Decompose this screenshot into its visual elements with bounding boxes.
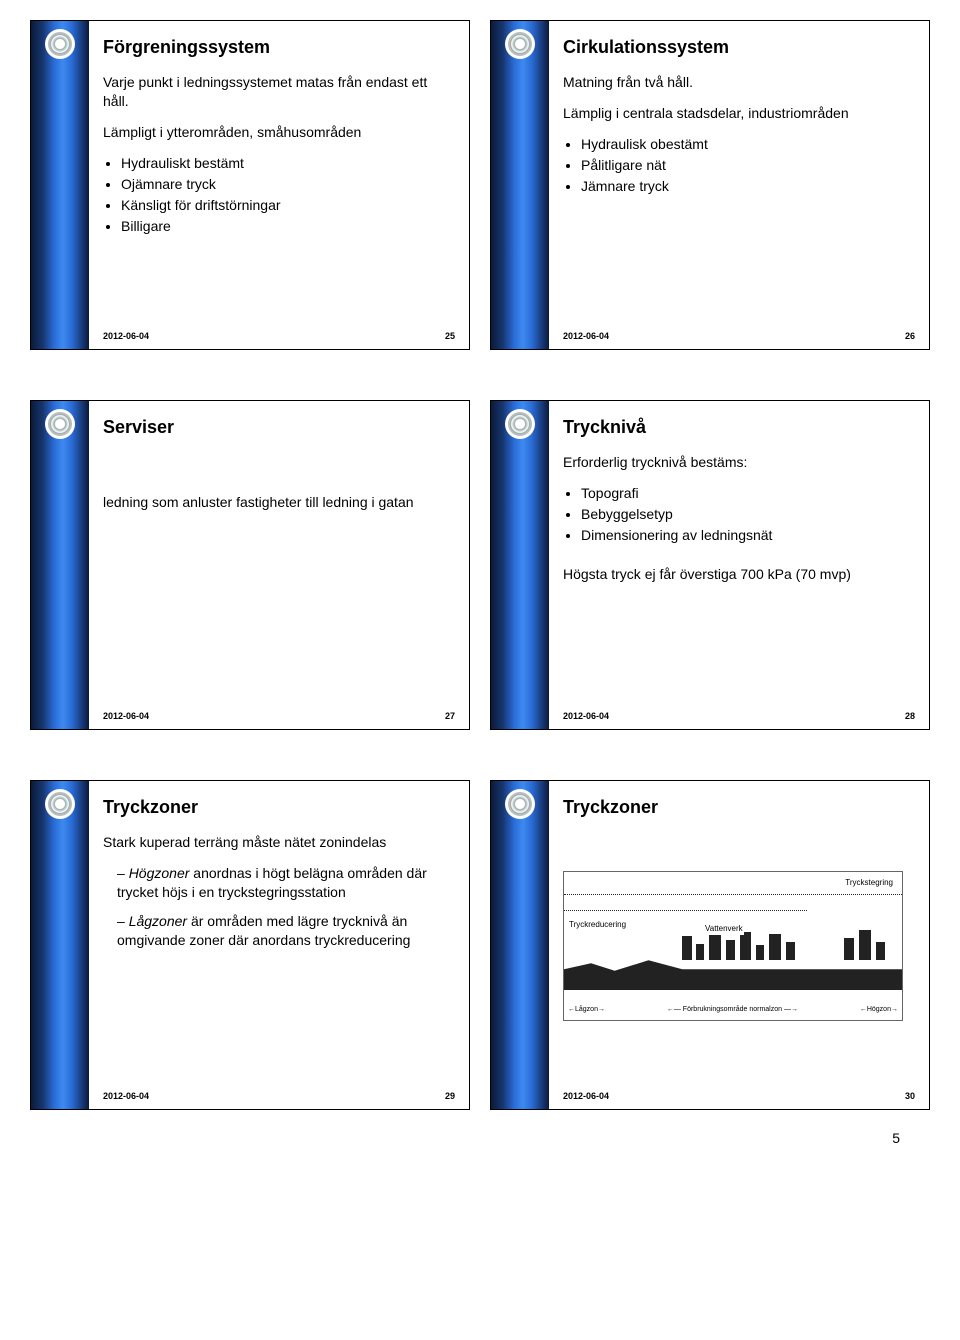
footer-date: 2012-06-04 <box>103 711 149 721</box>
bullet-list: Topografi Bebyggelsetyp Dimensionering a… <box>581 484 915 545</box>
em-text: Lågzoner <box>129 913 187 929</box>
footer-date: 2012-06-04 <box>103 331 149 341</box>
university-logo <box>505 409 535 439</box>
slide-sidebar <box>31 21 89 349</box>
slide-content: Trycknivå Erforderlig trycknivå bestäms:… <box>563 415 915 697</box>
footer-number: 28 <box>905 711 915 721</box>
slide-title: Cirkulationssystem <box>563 35 915 59</box>
footer-number: 26 <box>905 331 915 341</box>
label-tryckstegring: Tryckstegring <box>844 878 894 889</box>
footer-number: 27 <box>445 711 455 721</box>
slide-29: Tryckzoner Stark kuperad terräng måste n… <box>30 780 470 1110</box>
slide-footer: 2012-06-04 25 <box>103 331 455 341</box>
slide-title: Trycknivå <box>563 415 915 439</box>
slide-sidebar <box>491 401 549 729</box>
bullet-list: Hydraulisk obestämt Pålitligare nät Jämn… <box>581 135 915 196</box>
slide-30: Tryckzoner <box>490 780 930 1110</box>
footer-date: 2012-06-04 <box>103 1091 149 1101</box>
bullet-item: Hydraulisk obestämt <box>581 135 915 154</box>
bullet-item: Pålitligare nät <box>581 156 915 175</box>
bullet-item: Dimensionering av ledningsnät <box>581 526 915 545</box>
label-tryckreducering: Tryckreducering <box>568 920 627 931</box>
slide-26: Cirkulationssystem Matning från två håll… <box>490 20 930 350</box>
university-logo <box>45 789 75 819</box>
slide-footer: 2012-06-04 27 <box>103 711 455 721</box>
slide-sidebar <box>31 401 89 729</box>
em-text: Högzoner <box>129 865 190 881</box>
slide-content: Tryckzoner Stark kuperad terräng måste n… <box>103 795 455 1077</box>
body-text: Matning från två håll. <box>563 73 915 92</box>
slide-title: Tryckzoner <box>563 795 915 819</box>
slide-content: Tryckzoner <box>563 795 915 1077</box>
page-number: 5 <box>30 1130 930 1146</box>
footer-date: 2012-06-04 <box>563 1091 609 1101</box>
university-logo <box>505 789 535 819</box>
sub-item: Högzoner anordnas i högt belägna områden… <box>117 864 455 902</box>
terrain-shape <box>564 960 902 990</box>
arrow-label: ←— Förbrukningsområde normalzon —→ <box>667 1005 798 1014</box>
footer-number: 25 <box>445 331 455 341</box>
slide-title: Tryckzoner <box>103 795 455 819</box>
slide-27: Serviser ledning som anluster fastighete… <box>30 400 470 730</box>
slide-content: Cirkulationssystem Matning från två håll… <box>563 35 915 317</box>
bullet-item: Bebyggelsetyp <box>581 505 915 524</box>
slide-footer: 2012-06-04 26 <box>563 331 915 341</box>
body-text: Stark kuperad terräng måste nätet zonind… <box>103 833 455 852</box>
slide-grid: Förgreningssystem Varje punkt i lednings… <box>30 20 930 1110</box>
footer-number: 30 <box>905 1091 915 1101</box>
label-vattenverk: Vattenverk <box>704 924 744 935</box>
bullet-item: Topografi <box>581 484 915 503</box>
slide-footer: 2012-06-04 28 <box>563 711 915 721</box>
body-text: ledning som anluster fastigheter till le… <box>103 493 455 512</box>
body-text: Högsta tryck ej får överstiga 700 kPa (7… <box>563 565 915 584</box>
city-skyline <box>564 910 902 960</box>
slide-25: Förgreningssystem Varje punkt i lednings… <box>30 20 470 350</box>
slide-footer: 2012-06-04 30 <box>563 1091 915 1101</box>
slide-sidebar <box>31 781 89 1109</box>
slide-28: Trycknivå Erforderlig trycknivå bestäms:… <box>490 400 930 730</box>
slide-content: Serviser ledning som anluster fastighete… <box>103 415 455 697</box>
slide-sidebar <box>491 21 549 349</box>
slide-title: Förgreningssystem <box>103 35 455 59</box>
slide-title: Serviser <box>103 415 455 439</box>
level-line <box>564 910 807 911</box>
university-logo <box>505 29 535 59</box>
body-text: Varje punkt i ledningssystemet matas frå… <box>103 73 455 111</box>
arrow-label: ←Högzon→ <box>860 1005 898 1014</box>
body-text: Lämpligt i ytterområden, småhusområden <box>103 123 455 142</box>
slide-footer: 2012-06-04 29 <box>103 1091 455 1101</box>
arrow-label: ←Lågzon→ <box>568 1005 605 1014</box>
bullet-item: Ojämnare tryck <box>121 175 455 194</box>
sub-item: Lågzoner är områden med lägre trycknivå … <box>117 912 455 950</box>
bullet-item: Billigare <box>121 217 455 236</box>
footer-date: 2012-06-04 <box>563 331 609 341</box>
bullet-item: Jämnare tryck <box>581 177 915 196</box>
zone-arrows: ←Lågzon→ ←— Förbrukningsområde normalzon… <box>568 1005 898 1014</box>
footer-date: 2012-06-04 <box>563 711 609 721</box>
footer-number: 29 <box>445 1091 455 1101</box>
university-logo <box>45 29 75 59</box>
pressure-zone-diagram: Tryckstegring Tryckreducering Vattenverk… <box>563 871 903 1021</box>
sub-list: Högzoner anordnas i högt belägna områden… <box>117 864 455 950</box>
body-text: Erforderlig trycknivå bestäms: <box>563 453 915 472</box>
university-logo <box>45 409 75 439</box>
slide-sidebar <box>491 781 549 1109</box>
slide-content: Förgreningssystem Varje punkt i lednings… <box>103 35 455 317</box>
bullet-list: Hydrauliskt bestämt Ojämnare tryck Känsl… <box>121 154 455 236</box>
bullet-item: Känsligt för driftstörningar <box>121 196 455 215</box>
bullet-item: Hydrauliskt bestämt <box>121 154 455 173</box>
body-text: Lämplig i centrala stadsdelar, industrio… <box>563 104 915 123</box>
level-line <box>564 894 902 895</box>
